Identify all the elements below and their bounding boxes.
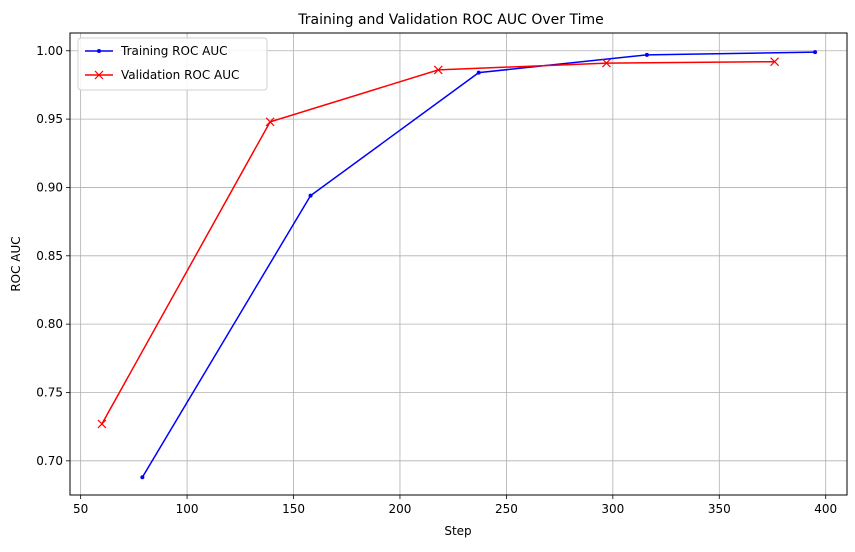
x-tick-label: 150 (282, 502, 305, 516)
legend-training-label: Training ROC AUC (120, 44, 228, 58)
x-tick-label: 250 (495, 502, 518, 516)
y-tick-label: 0.90 (36, 180, 63, 194)
validation-point (265, 117, 275, 127)
validation-point (433, 65, 443, 75)
validation-point (770, 57, 780, 67)
plot-frame (69, 32, 848, 496)
y-tick-label: 0.95 (36, 112, 63, 126)
series-validation (97, 57, 780, 429)
x-tick-label: 200 (389, 502, 412, 516)
series-layer (97, 50, 818, 480)
legend-box (77, 37, 268, 91)
x-tick-label: 300 (601, 502, 624, 516)
x-tick-label: 100 (176, 502, 199, 516)
y-tick-label: 0.75 (36, 385, 63, 399)
training-point (813, 50, 818, 55)
training-point (644, 52, 649, 57)
x-tick-label: 400 (814, 502, 837, 516)
x-tick-label: 350 (708, 502, 731, 516)
training-point (140, 475, 145, 480)
legend-validation-marker (94, 70, 104, 80)
legend-validation-label: Validation ROC AUC (121, 68, 239, 82)
grid (70, 33, 847, 495)
x-tick-label: 50 (73, 502, 88, 516)
y-tick-label: 1.00 (36, 44, 63, 58)
training-point (476, 70, 481, 75)
legend: Training ROC AUC Validation ROC AUC (77, 37, 268, 91)
y-tick-label: 0.70 (36, 454, 63, 468)
y-tick-label: 0.80 (36, 317, 63, 331)
x-axis-label: Step (444, 524, 471, 538)
validation-point (602, 58, 611, 68)
validation-point (97, 419, 107, 429)
ticks: 50 100 150 200 250 300 350 400 0.70 0.75 0.80 0.85 0… (36, 44, 837, 516)
y-axis-label: ROC AUC (9, 236, 23, 291)
legend-training-marker (97, 49, 101, 53)
training-point (308, 193, 313, 198)
y-tick-label: 0.85 (36, 249, 63, 263)
series-training (140, 50, 818, 480)
chart-title: Training and Validation ROC AUC Over Tim… (297, 12, 603, 28)
